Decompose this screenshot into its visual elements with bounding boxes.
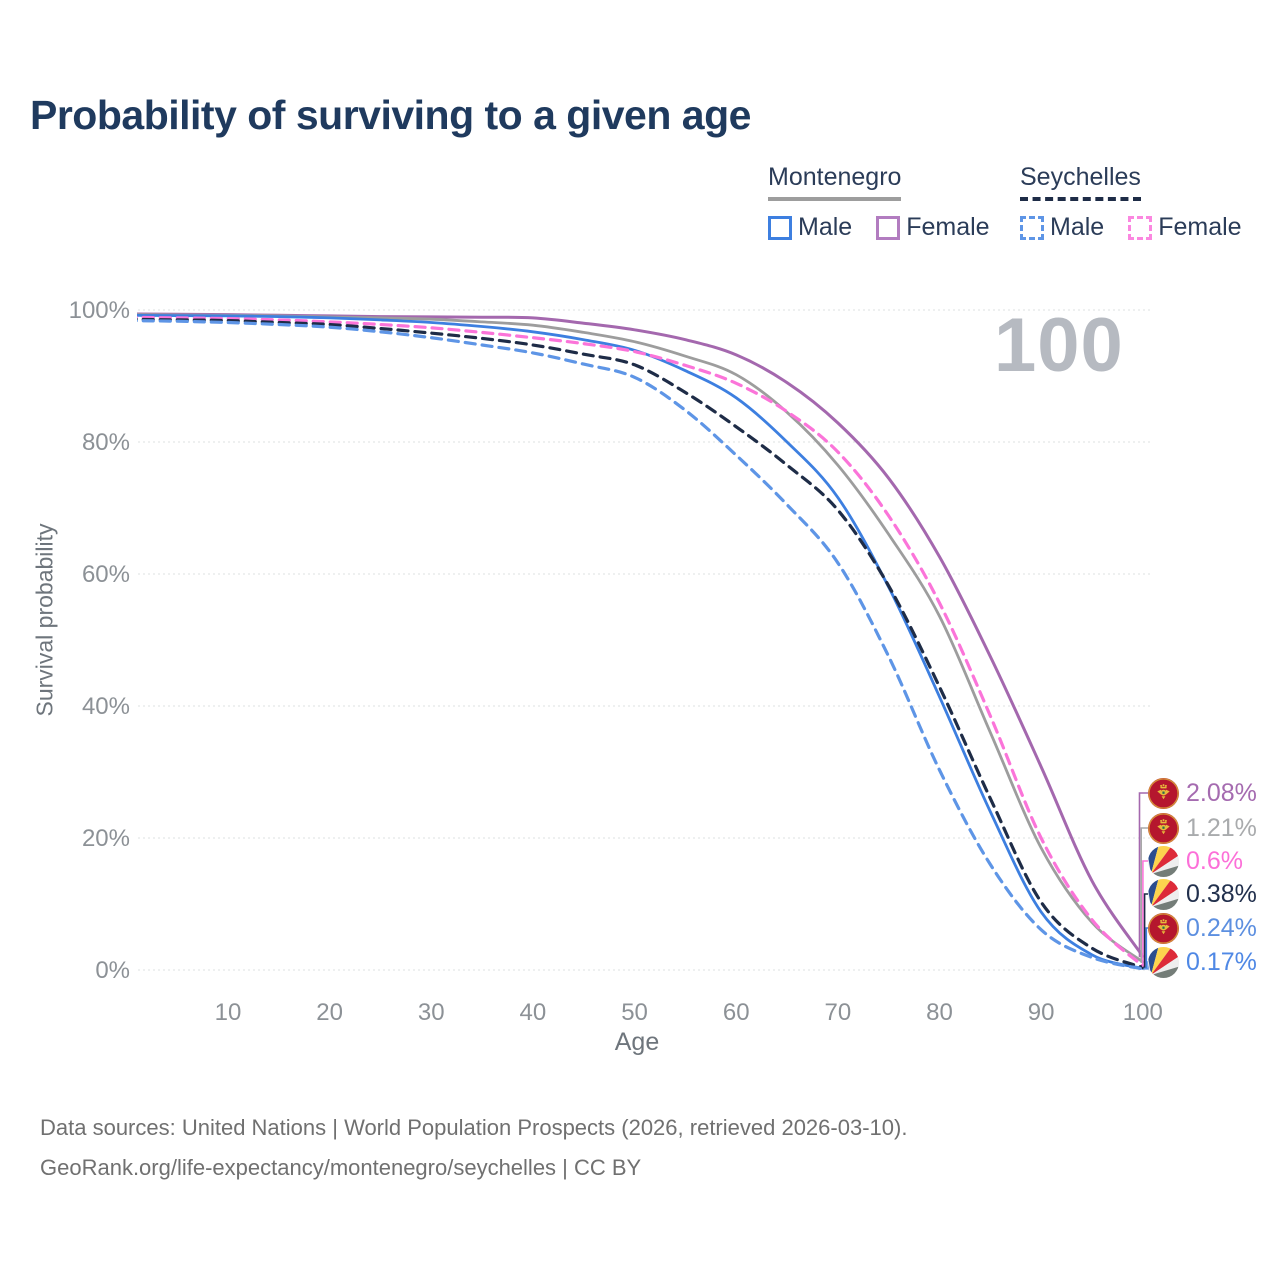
x-tick-label: 100 <box>1123 999 1163 1026</box>
legend-item-montenegro-male[interactable]: Male <box>768 213 852 242</box>
legend-group-montenegro: Montenegro Male Female <box>768 163 998 242</box>
age-watermark: 100 <box>994 303 1124 388</box>
legend-item-seychelles-male[interactable]: Male <box>1020 213 1104 242</box>
y-tick-label: 60% <box>82 561 130 588</box>
x-tick-label: 20 <box>316 999 343 1026</box>
series-line-seychelles-female <box>137 315 1145 968</box>
footer-url: GeoRank.org/life-expectancy/montenegro/s… <box>40 1155 642 1181</box>
end-label-seychelles-male: 0.17% <box>1148 946 1257 978</box>
y-tick-label: 40% <box>82 693 130 720</box>
montenegro-flag-icon <box>1148 812 1179 844</box>
x-tick-label: 90 <box>1028 999 1055 1026</box>
series-line-montenegro-female <box>137 312 1145 958</box>
x-tick-label: 50 <box>621 999 648 1026</box>
legend-item-seychelles-female[interactable]: Female <box>1128 213 1242 242</box>
series-line-seychelles-total <box>137 317 1145 970</box>
montenegro-male-swatch-icon <box>768 215 792 240</box>
end-value: 0.6% <box>1186 846 1243 875</box>
montenegro-female-swatch-icon <box>876 215 901 240</box>
series-line-seychelles-male <box>137 319 1145 971</box>
end-value: 0.38% <box>1186 879 1257 908</box>
montenegro-flag-icon <box>1148 912 1179 944</box>
end-value: 1.21% <box>1186 813 1257 842</box>
x-tick-label: 80 <box>926 999 953 1026</box>
legend-item-montenegro-female[interactable]: Female <box>876 213 990 242</box>
x-axis-title: Age <box>614 1028 660 1056</box>
x-tick-label: 10 <box>215 999 242 1026</box>
legend-country-montenegro[interactable]: Montenegro <box>768 163 902 201</box>
end-label-connector <box>1142 860 1151 967</box>
montenegro-flag-icon <box>1148 777 1179 809</box>
end-value: 2.08% <box>1186 778 1257 807</box>
y-tick-label: 80% <box>82 429 130 456</box>
page-title: Probability of surviving to a given age <box>30 92 751 138</box>
seychelles-flag-icon <box>1148 846 1179 877</box>
series-line-montenegro-male <box>137 313 1145 970</box>
seychelles-flag-icon <box>1148 879 1179 910</box>
seychelles-male-swatch-icon <box>1020 215 1044 240</box>
end-label-seychelles-female: 0.6% <box>1148 845 1243 877</box>
end-value: 0.24% <box>1186 913 1257 942</box>
y-tick-label: 0% <box>95 957 130 984</box>
footer-attribution: Data sources: United Nations | World Pop… <box>40 1108 907 1188</box>
x-tick-label: 70 <box>824 999 851 1026</box>
end-label-montenegro-female: 2.08% <box>1148 777 1257 809</box>
x-tick-label: 40 <box>520 999 547 1026</box>
y-tick-label: 100% <box>69 297 130 324</box>
legend-country-seychelles[interactable]: Seychelles <box>1020 163 1141 201</box>
end-label-montenegro-male: 0.24% <box>1148 912 1257 944</box>
end-label-montenegro-total: 1.21% <box>1148 812 1257 844</box>
end-value: 0.17% <box>1186 947 1257 976</box>
x-tick-label: 30 <box>418 999 445 1026</box>
legend-group-seychelles: Seychelles Male Female <box>1020 163 1250 242</box>
y-tick-label: 20% <box>82 825 130 852</box>
footer-data-sources: Data sources: United Nations | World Pop… <box>40 1115 908 1140</box>
end-label-seychelles-total: 0.38% <box>1148 878 1257 910</box>
seychelles-flag-icon <box>1148 947 1179 978</box>
x-tick-label: 60 <box>723 999 750 1026</box>
seychelles-female-swatch-icon <box>1128 215 1153 240</box>
y-axis-title: Survival probability <box>31 523 58 717</box>
end-label-connector <box>1143 893 1151 969</box>
